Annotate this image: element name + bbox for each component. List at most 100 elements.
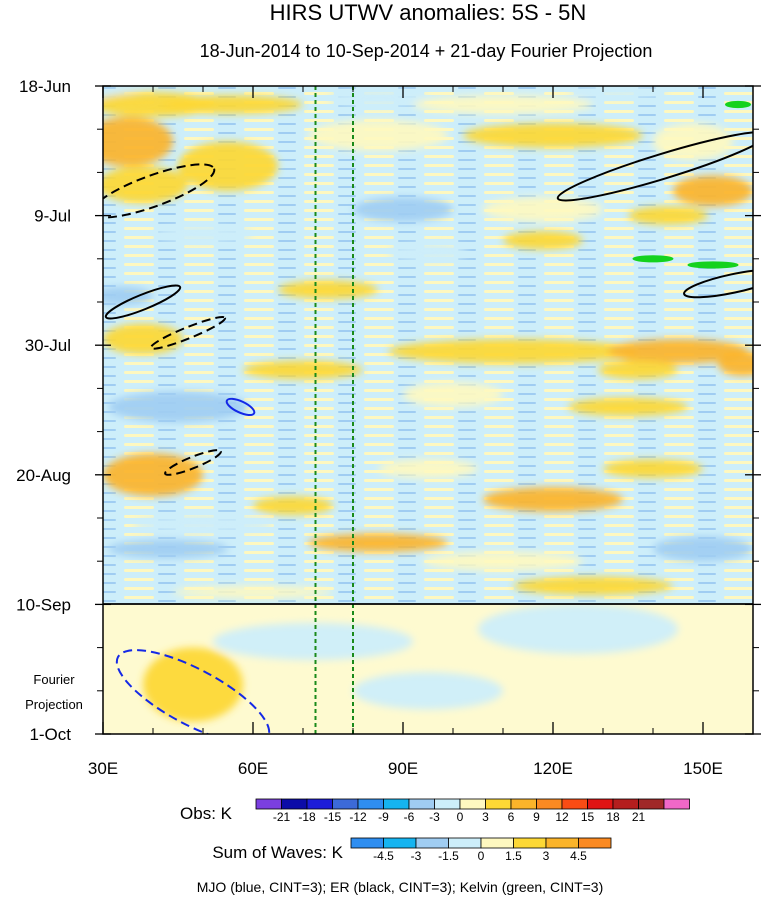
er-contour <box>164 449 222 476</box>
obs-colorbar-swatch <box>663 798 690 810</box>
waves-colorbar-swatch <box>350 837 384 849</box>
waves-colorbar-swatch <box>480 837 514 849</box>
obs-colorbar-swatch <box>510 798 537 810</box>
anomaly-cell <box>598 360 678 380</box>
anomaly-cell <box>278 280 378 299</box>
anomaly-cell <box>173 585 333 599</box>
projection-label-line1: Fourier <box>33 672 75 687</box>
er-contour <box>683 268 753 299</box>
obs-colorbar-level-label: -9 <box>378 810 389 824</box>
mjo-contour <box>225 397 256 417</box>
y-tick-label: 18-Jun <box>19 77 71 96</box>
obs-colorbar-label: Obs: K <box>180 804 233 823</box>
anomaly-cell <box>483 487 623 512</box>
waves-colorbar-level-label: -4.5 <box>373 849 394 863</box>
obs-colorbar-swatch <box>638 798 665 810</box>
axes: 30E 60E 90E 120E 150E 18-Jun 9-Jul 30-Jul 20-Aug… <box>16 77 761 778</box>
anomaly-cell <box>103 116 173 167</box>
chart-title: HIRS UTWV anomalies: 5S - 5N <box>270 0 587 25</box>
anomaly-cell <box>103 286 153 306</box>
anomaly-cell <box>568 397 688 417</box>
obs-colorbar-level-label: 21 <box>632 810 646 824</box>
y-tick-label: 30-Jul <box>25 336 71 355</box>
anomaly-cell <box>308 533 448 552</box>
x-tick-label: 30E <box>88 759 118 778</box>
anomaly-cell <box>423 551 583 571</box>
anomaly-cell <box>103 453 203 497</box>
anomaly-cell <box>503 231 583 250</box>
waves-colorbar-swatch <box>383 837 417 849</box>
anomaly-cell <box>608 339 748 364</box>
anomaly-cell <box>673 175 753 207</box>
waves-colorbar-swatch <box>545 837 579 849</box>
waves-colorbar-swatch <box>578 837 612 849</box>
obs-colorbar-level-label: 3 <box>482 810 489 824</box>
er-contour <box>103 163 216 219</box>
obs-colorbar-swatch <box>561 798 588 810</box>
waves-colorbar-level-label: 1.5 <box>505 849 522 863</box>
waves-colorbar: -4.5 -3 -1.5 0 1.5 3 4.5 <box>350 837 612 863</box>
obs-colorbar-swatch <box>434 798 461 810</box>
waves-colorbar-label: Sum of Waves: K <box>212 843 343 862</box>
y-tick-label: 9-Jul <box>34 207 71 226</box>
obs-colorbar-level-label: -21 <box>273 810 291 824</box>
obs-colorbar-level-label: -12 <box>349 810 367 824</box>
projection-cell <box>143 647 243 722</box>
anomaly-cell <box>253 496 333 515</box>
projection-cell <box>478 604 678 654</box>
waves-colorbar-level-label: -1.5 <box>438 849 459 863</box>
y-tick-label: 1-Oct <box>29 725 71 744</box>
chart-subtitle: 18-Jun-2014 to 10-Sep-2014 + 21-day Four… <box>200 41 653 61</box>
obs-colorbar-level-label: 12 <box>555 810 569 824</box>
obs-colorbar-swatch <box>408 798 435 810</box>
anomaly-cell <box>628 206 708 225</box>
obs-colorbar-level-label: -18 <box>298 810 316 824</box>
obs-colorbar-level-label: -15 <box>324 810 342 824</box>
obs-colorbar-level-label: 9 <box>533 810 540 824</box>
obs-colorbar-swatch <box>383 798 410 810</box>
waves-colorbar-level-label: 3 <box>543 849 550 863</box>
obs-colorbar-swatch <box>459 798 486 810</box>
anomaly-cell <box>108 391 248 423</box>
obs-colorbar-swatch <box>332 798 359 810</box>
plot-frame <box>102 85 754 735</box>
anomaly-cell <box>653 123 733 161</box>
projection-cell <box>213 622 413 660</box>
waves-colorbar-level-label: 0 <box>478 849 485 863</box>
anomaly-cell <box>308 119 448 151</box>
obs-colorbar-swatch <box>536 798 563 810</box>
anomaly-cell <box>483 197 603 222</box>
obs-colorbar-swatch <box>281 798 308 810</box>
waves-colorbar-level-label: -3 <box>411 849 422 863</box>
anomaly-cell <box>163 95 303 114</box>
anomaly-cell <box>133 514 273 534</box>
obs-colorbar-swatch <box>485 798 512 810</box>
projection-cell <box>353 672 503 710</box>
anomaly-cell <box>378 459 478 478</box>
y-tick-label: 20-Aug <box>16 466 71 485</box>
x-tick-label: 60E <box>238 759 268 778</box>
anomaly-cell <box>413 95 593 114</box>
obs-colorbar-level-label: -3 <box>429 810 440 824</box>
obs-colorbar-level-label: 15 <box>581 810 595 824</box>
anomaly-cell <box>463 123 643 148</box>
waves-colorbar-swatch <box>415 837 449 849</box>
waves-colorbar-level-label: 4.5 <box>570 849 587 863</box>
anomaly-cell <box>718 351 753 377</box>
anomaly-cell <box>568 86 668 99</box>
anomaly-cell <box>603 459 703 478</box>
projection-anomaly-field <box>143 604 678 722</box>
obs-colorbar-swatch <box>357 798 384 810</box>
anomaly-cell <box>403 382 503 407</box>
waves-colorbar-swatch <box>448 837 482 849</box>
x-tick-label: 90E <box>388 759 418 778</box>
x-tick-label: 150E <box>683 759 723 778</box>
anomaly-cell <box>353 197 453 222</box>
obs-colorbar-level-label: 0 <box>457 810 464 824</box>
anomaly-cell <box>153 224 253 244</box>
kelvin-contour <box>632 255 674 263</box>
obs-colorbar-swatch <box>612 798 639 810</box>
anomaly-cell <box>328 89 428 108</box>
reference-lines <box>314 86 354 734</box>
